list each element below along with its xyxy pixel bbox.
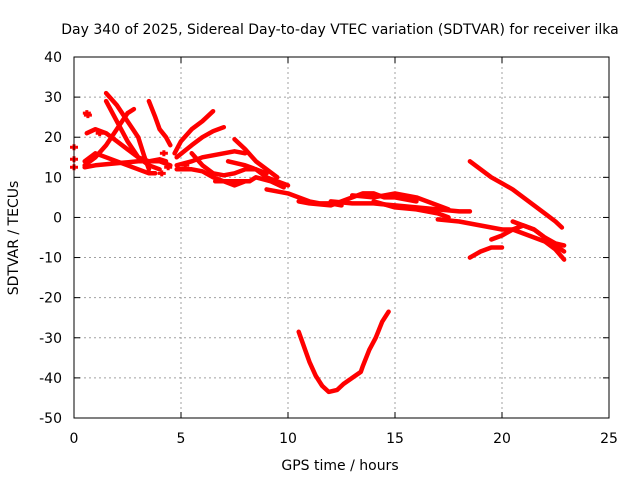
y-axis-label: SDTVAR / TECUs [6,181,22,296]
series-line-s17 [296,191,419,208]
series-line-s20 [371,199,451,220]
x-tick-label: 25 [600,431,618,447]
series-line-s19 [349,191,451,212]
x-tick-label: 20 [493,431,511,447]
y-tick-label: -40 [39,371,62,387]
y-tick-label: 10 [44,170,62,186]
series-line-s23 [435,217,567,262]
y-tick-label: 20 [44,130,62,146]
y-tick-label: -20 [39,291,62,307]
x-tick-label: 0 [70,431,79,447]
x-tick-label: 10 [279,431,297,447]
series-line-s15 [212,175,286,190]
series-line-s14 [225,159,291,188]
series-line-s9 [174,124,227,160]
series-layer [70,90,567,395]
data-point-marker [159,150,168,157]
y-tick-label: -10 [39,251,62,267]
series-line-s5 [103,98,162,172]
series-line-s7 [82,159,173,170]
x-tick-label: 5 [177,431,186,447]
chart-title: Day 340 of 2025, Sidereal Day-to-day VTE… [61,22,618,38]
series-line-s26 [489,223,567,248]
y-tick-label: 40 [44,50,62,66]
series-line-s21 [296,309,391,395]
x-axis-label: GPS time / hours [281,458,398,474]
series-line-s25 [467,245,505,260]
series-line-s22 [467,159,565,230]
series-line-s13 [232,136,280,180]
y-tick-label: 0 [53,210,62,226]
x-tick-label: 15 [386,431,404,447]
series-line-s11 [174,167,248,188]
data-point-marker [95,130,104,137]
series-line-s10 [174,149,248,168]
y-tick-label: -50 [39,411,62,427]
plot-frame [73,56,610,419]
grid-lines [74,57,609,418]
axis-ticks: 0 5 10 15 20 25 -50 -40 -30 -20 -10 0 10 20 30 40 [39,50,618,447]
data-point-marker [181,162,190,169]
series-line-s8 [172,108,216,156]
y-tick-label: 30 [44,90,62,106]
y-tick-label: -30 [39,331,62,347]
data-point-marker [83,112,92,119]
series-line-s6 [146,98,173,148]
data-point-marker [157,170,166,177]
data-point-marker [164,164,173,171]
